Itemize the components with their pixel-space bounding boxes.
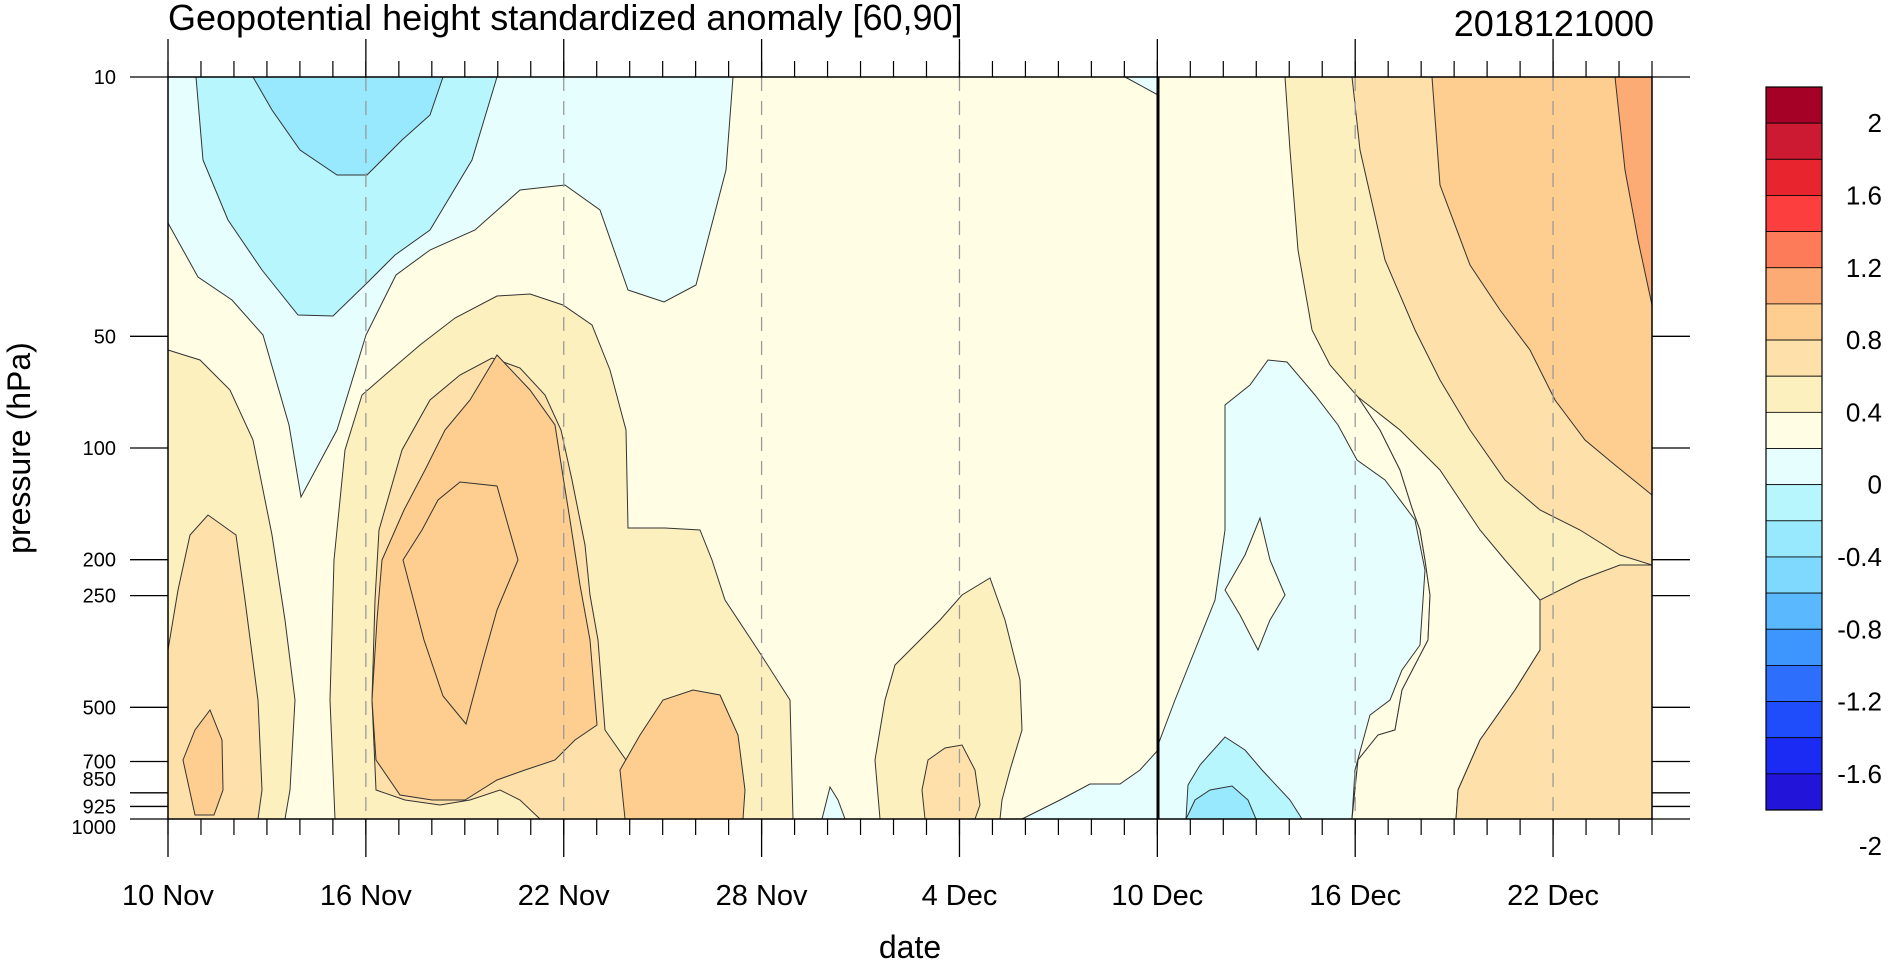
- y-tick-label: 10: [94, 67, 116, 89]
- run-label: 2018121000: [1454, 3, 1654, 44]
- grid-lines: [365, 77, 1554, 819]
- x-tick-label: 10 Dec: [1111, 880, 1203, 912]
- colorbar-swatch: [1765, 592, 1823, 630]
- x-tick-label: 16 Dec: [1309, 880, 1401, 912]
- contour-region-positive-0.4-0.6-dec4: [921, 744, 981, 820]
- colorbar-label: -1.2: [1837, 687, 1882, 717]
- x-tick-label: 22 Dec: [1507, 880, 1599, 912]
- colorbar-swatch: [1765, 122, 1823, 160]
- colorbar-swatch: [1765, 231, 1823, 269]
- contour-region-positive-0.2-0.4-dec4: [874, 577, 1023, 820]
- x-tick-label: 16 Nov: [320, 880, 412, 912]
- contour-region-positive-0.6-0.8-mid: [619, 689, 746, 820]
- colorbar: 2 1.6 1.2 0.8 0.4 0 -0.4 -0.8 -1.2 -1.6 -2: [1765, 86, 1882, 861]
- x-tick-label: 22 Nov: [518, 880, 610, 912]
- contour-region-negative-0.2-to-0.4: [195, 76, 498, 317]
- contour-region-positive-0.8-inner: [402, 481, 519, 726]
- x-axis-label: date: [879, 929, 941, 963]
- y-axis-label: pressure (hPa): [1, 342, 37, 554]
- y-tick-label: 50: [94, 326, 116, 348]
- y-tick-label: 250: [83, 586, 116, 608]
- y-tick-label: 700: [83, 752, 116, 774]
- contour-region-positive-island-right: [1224, 516, 1286, 652]
- colorbar-swatch: [1765, 665, 1823, 702]
- colorbar-swatch: [1765, 339, 1823, 377]
- colorbar-frame: [1765, 86, 1823, 811]
- colorbar-label: -0.8: [1837, 614, 1882, 644]
- contour-region-negative-0.4-to-0.6: [252, 76, 444, 176]
- y-tick-label: 200: [83, 550, 116, 572]
- y-tick-label: 850: [83, 769, 116, 791]
- colorbar-swatch: [1765, 520, 1823, 558]
- colorbar-swatch: [1765, 556, 1823, 594]
- colorbar-swatch: [1765, 158, 1823, 196]
- contour-region-negative-0-to-0.2-right: [1157, 359, 1426, 820]
- y-tick-label: 1000: [72, 817, 117, 839]
- colorbar-swatch: [1765, 86, 1823, 124]
- colorbar-swatch: [1765, 484, 1823, 522]
- x-tick-label: 10 Nov: [122, 880, 214, 912]
- contour-region-positive-0.6-0.8-left: [182, 708, 224, 816]
- colorbar-label: 0.8: [1846, 325, 1882, 355]
- colorbar-label: 1.6: [1846, 180, 1882, 210]
- colorbar-label: -2: [1859, 831, 1882, 861]
- colorbar-label: 0: [1868, 470, 1882, 500]
- y-tick-label: 500: [83, 697, 116, 719]
- colorbar-label: 1.2: [1846, 253, 1882, 283]
- colorbar-swatch: [1765, 375, 1823, 413]
- y-tick-label: 925: [83, 796, 116, 818]
- colorbar-swatch: [1765, 737, 1823, 775]
- colorbar-swatch: [1765, 411, 1823, 449]
- x-axis: 10 Nov 16 Nov 22 Nov 28 Nov 4 Dec 10 Dec 16 De…: [122, 39, 1653, 912]
- colorbar-label: 2: [1868, 108, 1882, 138]
- colorbar-swatch: [1765, 628, 1823, 666]
- colorbar-swatch: [1765, 303, 1823, 341]
- colorbar-swatch: [1765, 773, 1823, 811]
- colorbar-swatch: [1765, 448, 1823, 486]
- colorbar-swatch: [1765, 701, 1823, 739]
- x-tick-label: 4 Dec: [922, 880, 998, 912]
- contour-field: [167, 76, 1653, 820]
- chart-title: Geopotential height standardized anomaly…: [168, 0, 963, 38]
- colorbar-label: 0.4: [1846, 397, 1882, 427]
- colorbar-swatch: [1765, 195, 1823, 232]
- colorbar-label: -1.6: [1837, 759, 1882, 789]
- colorbar-swatch: [1765, 267, 1823, 305]
- y-tick-label: 100: [83, 438, 116, 460]
- x-tick-label: 28 Nov: [716, 880, 808, 912]
- colorbar-label: -0.4: [1837, 542, 1882, 572]
